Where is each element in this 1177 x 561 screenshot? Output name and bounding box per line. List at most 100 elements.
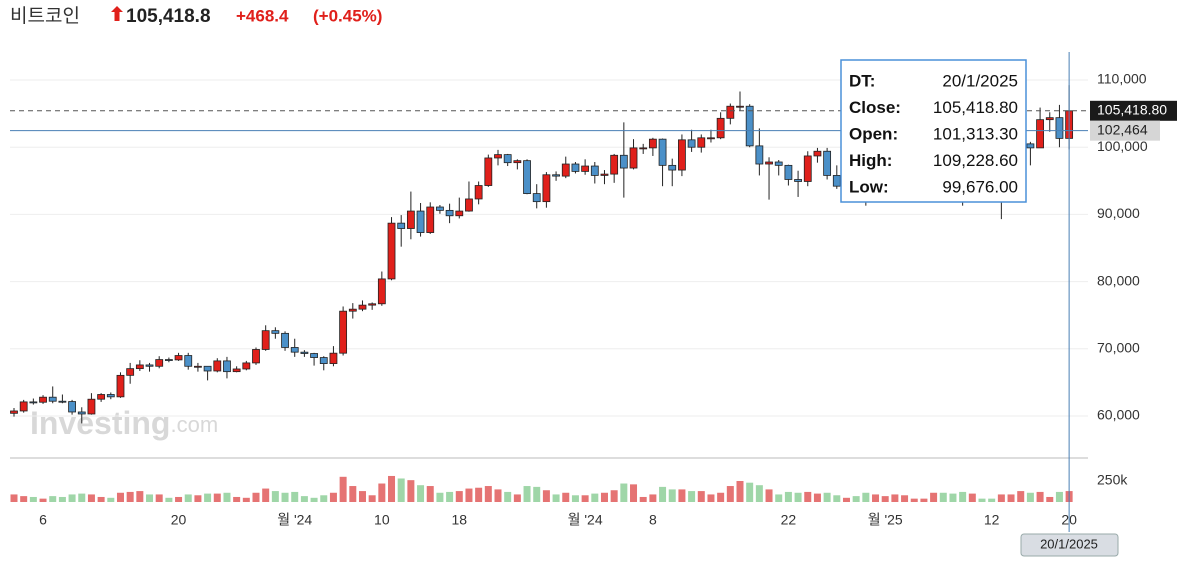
candle-body bbox=[164, 359, 173, 361]
volume-bar bbox=[630, 484, 638, 502]
volume-bar bbox=[58, 496, 66, 502]
candle-body bbox=[542, 174, 551, 203]
candle-body bbox=[484, 157, 493, 186]
volume-bar bbox=[358, 491, 366, 502]
chart-title: 비트코인 bbox=[10, 5, 80, 27]
candle-body bbox=[571, 163, 580, 172]
volume-bar bbox=[213, 493, 221, 502]
volume-bar bbox=[523, 486, 531, 502]
volume-bar bbox=[910, 498, 918, 502]
tooltip-value: 109,228.60 bbox=[933, 151, 1018, 170]
volume-bar bbox=[194, 495, 202, 502]
volume-bar bbox=[881, 496, 889, 502]
candle-body bbox=[745, 105, 754, 147]
volume-bar bbox=[146, 494, 154, 502]
tooltip-key: Close: bbox=[849, 98, 901, 117]
volume-bar bbox=[368, 495, 376, 502]
candle-body bbox=[155, 359, 164, 367]
tooltip-value: 20/1/2025 bbox=[942, 71, 1018, 90]
tooltip-value: 101,313.30 bbox=[933, 124, 1018, 143]
volume-bar bbox=[39, 498, 47, 502]
tooltip-box bbox=[840, 59, 1027, 203]
candle-body bbox=[329, 352, 338, 364]
candle-body bbox=[281, 332, 289, 348]
volume-bar bbox=[949, 493, 957, 502]
candle-body bbox=[242, 362, 251, 370]
volume-bar bbox=[755, 485, 763, 502]
tooltip-key: DT: bbox=[849, 71, 875, 90]
volume-bar bbox=[252, 492, 260, 502]
volume-bar bbox=[988, 498, 996, 502]
volume-bar bbox=[784, 491, 792, 502]
volume-bar bbox=[339, 476, 347, 502]
candle-body bbox=[774, 161, 783, 166]
candle-body bbox=[600, 173, 609, 176]
candle-body bbox=[310, 353, 318, 358]
x-tick-label: 18 bbox=[451, 512, 467, 528]
volume-bar bbox=[281, 492, 289, 502]
change: +468.4 bbox=[236, 6, 289, 25]
volume-bar bbox=[842, 497, 850, 502]
volume-bar bbox=[649, 494, 657, 502]
volume-bar bbox=[542, 490, 550, 502]
x-tick-label: 월 '24 bbox=[277, 512, 312, 528]
candle-body bbox=[203, 365, 212, 372]
crosshair-date-tag bbox=[1020, 533, 1119, 557]
volume-bar bbox=[746, 482, 754, 502]
volume-bar bbox=[20, 496, 28, 502]
volume-bar bbox=[223, 492, 231, 502]
candle-body bbox=[532, 193, 541, 203]
volume-bar bbox=[349, 486, 357, 502]
candle-body bbox=[368, 303, 377, 306]
candle-body bbox=[97, 394, 106, 400]
candle-body bbox=[77, 411, 86, 415]
x-tick-label: 월 '25 bbox=[868, 512, 903, 528]
volume-bar bbox=[697, 491, 705, 502]
x-tick-label: 10 bbox=[374, 512, 390, 528]
candle-body bbox=[145, 364, 154, 367]
candle-body bbox=[194, 365, 202, 368]
candle-body bbox=[416, 210, 425, 233]
volume-bar bbox=[813, 493, 821, 502]
candle-body bbox=[474, 185, 483, 200]
volume-bar bbox=[997, 494, 1005, 502]
up-arrow bbox=[111, 6, 123, 21]
volume-bar bbox=[68, 494, 76, 502]
volume-bar bbox=[397, 478, 405, 502]
candle-body bbox=[348, 308, 357, 312]
volume-bar bbox=[823, 492, 831, 502]
crosshair-price-label: 102,464 bbox=[1097, 121, 1148, 137]
volume-bar bbox=[804, 491, 812, 502]
volume-bar bbox=[978, 498, 986, 502]
last-price-label: 105,418.80 bbox=[1097, 102, 1167, 118]
candle-body bbox=[397, 222, 406, 229]
x-tick-label: 6 bbox=[39, 512, 47, 528]
volume-bar bbox=[310, 497, 318, 502]
change-percent: (+0.45%) bbox=[313, 6, 382, 25]
volume-bar bbox=[901, 495, 909, 502]
volume-bar bbox=[1036, 491, 1044, 502]
volume-bar bbox=[659, 486, 667, 502]
candle-body bbox=[319, 357, 328, 364]
candle-body bbox=[513, 160, 522, 164]
volume-bar bbox=[155, 494, 163, 502]
volume-bar bbox=[765, 489, 773, 502]
volume-bar bbox=[571, 495, 579, 502]
candle-body bbox=[794, 179, 802, 182]
candle-body bbox=[687, 139, 696, 148]
candle-body bbox=[561, 163, 570, 177]
candle-body bbox=[629, 147, 638, 169]
volume-bar bbox=[329, 492, 337, 502]
volume-bar bbox=[1046, 496, 1054, 502]
volume-bar bbox=[320, 495, 328, 502]
volume-bar bbox=[600, 492, 608, 502]
volume-bar bbox=[552, 494, 560, 502]
candle-body bbox=[803, 155, 812, 182]
x-tick-label: 8 bbox=[649, 512, 657, 528]
tooltip-value: 105,418.80 bbox=[933, 98, 1018, 117]
volume-bar bbox=[1007, 494, 1015, 502]
volume-bar bbox=[175, 496, 183, 502]
tooltip-key: Open: bbox=[849, 124, 898, 143]
crosshair-price-tag bbox=[1090, 120, 1160, 141]
volume-bar bbox=[107, 497, 115, 502]
